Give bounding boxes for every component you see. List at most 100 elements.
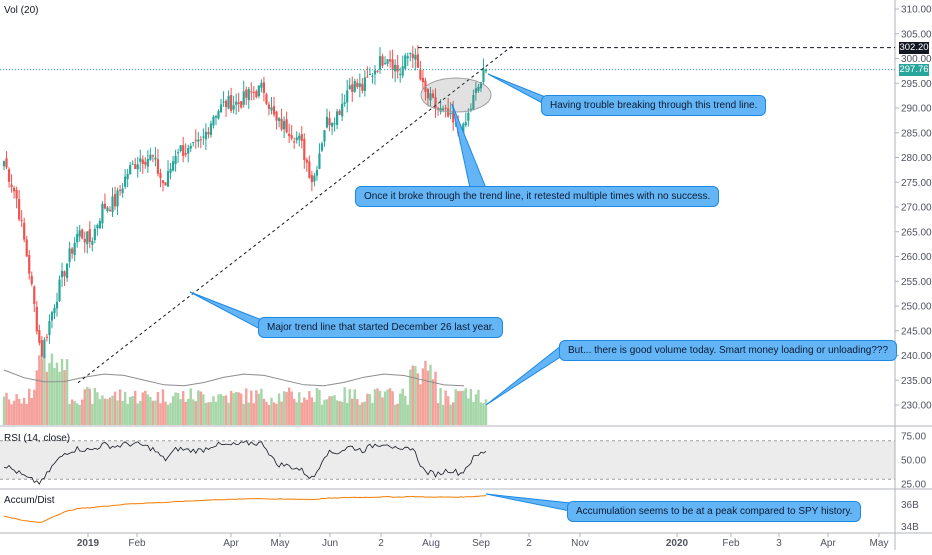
candle-body [182, 145, 185, 156]
volume-bar [459, 391, 462, 425]
volume-bar [217, 394, 220, 425]
volume-bar [411, 365, 415, 425]
candle-body [151, 155, 154, 157]
volume-bar [250, 390, 253, 425]
volume-bar [464, 388, 468, 425]
accum-tick-label: 36B [901, 500, 919, 511]
price-tick-label: 245.00 [901, 326, 932, 337]
time-tick-label: Apr [223, 538, 239, 549]
volume-bar [240, 393, 243, 425]
volume-bar [356, 399, 359, 425]
candle-body [247, 89, 250, 101]
candle-body [474, 88, 478, 94]
candle-body [386, 59, 389, 64]
time-tick-label: 2 [378, 538, 384, 549]
volume-bar [272, 402, 276, 425]
volume-bar [60, 358, 64, 425]
volume-bar [184, 401, 187, 425]
candle-body [33, 286, 36, 305]
volume-bar [70, 399, 74, 425]
candle-body [199, 139, 202, 141]
candle-body [15, 189, 18, 199]
volume-bar [371, 402, 374, 425]
volume-bar [287, 387, 291, 425]
candle-body [28, 255, 31, 274]
candle-body [20, 219, 23, 221]
candle-body [73, 242, 76, 256]
candle-body [103, 203, 107, 209]
volume-bar [378, 390, 382, 425]
candle-body [318, 153, 321, 169]
price-tick-label: 310.00 [901, 5, 932, 16]
volume-bar [247, 402, 250, 425]
time-tick-label: 2 [526, 538, 532, 549]
candle-body [113, 194, 117, 207]
volume-bar [358, 404, 362, 425]
volume-bar [123, 391, 127, 425]
candle-body [285, 119, 288, 133]
volume-bar [134, 390, 137, 425]
candle-body [257, 85, 260, 97]
candle-body [68, 248, 71, 262]
candle-body [134, 164, 137, 169]
volume-bar [136, 403, 139, 425]
volume-bar [45, 371, 49, 425]
price-tick-label: 305.00 [901, 29, 932, 40]
volume-bar [146, 394, 150, 425]
price-tick-label: 250.00 [901, 302, 932, 313]
volume-bar [462, 390, 465, 425]
volume-bar [361, 402, 364, 425]
candle-body [389, 59, 392, 62]
candle-body [202, 136, 205, 138]
volume-bar [424, 360, 427, 425]
candle-body [330, 122, 334, 127]
candle-body [391, 59, 394, 70]
volume-bar [381, 397, 384, 425]
volume-bar [209, 402, 213, 425]
volume-bar [224, 395, 228, 425]
candle-body [166, 171, 170, 187]
candle-body [131, 163, 134, 165]
candle-body [295, 137, 298, 141]
volume-bar [176, 393, 180, 425]
candle-body [60, 270, 64, 278]
rsi-tick-label: 50.00 [901, 456, 926, 467]
volume-bar [5, 392, 8, 425]
rsi-tick-label: 75.00 [901, 432, 926, 443]
candle-body [343, 102, 346, 104]
candle-body [30, 275, 33, 284]
rsi-tick-label: 25.00 [901, 480, 926, 491]
candle-body [479, 82, 483, 89]
candle-body [5, 158, 8, 168]
volume-bar [33, 389, 36, 425]
candle-body [477, 86, 480, 91]
candle-body [328, 118, 331, 126]
rsi-line [3, 440, 487, 485]
candle-body [53, 307, 56, 314]
volume-bar [401, 388, 404, 425]
volume-bar [111, 395, 114, 425]
candle-body [265, 94, 268, 104]
price-tick-label: 235.00 [901, 376, 932, 387]
major-trend-line [77, 45, 513, 384]
candle-body [156, 159, 160, 174]
price-tick-label: 230.00 [901, 401, 932, 412]
volume-bar [351, 398, 354, 425]
volume-bar [181, 391, 185, 425]
callout-trend-pointer [189, 291, 263, 331]
candle-body [23, 222, 26, 240]
volume-bar [2, 396, 6, 425]
volume-bar [446, 396, 450, 425]
candle-body [106, 207, 109, 212]
rsi-band [0, 440, 895, 480]
price-tick-label: 275.00 [901, 178, 932, 189]
candle-body [207, 132, 210, 135]
volume-bar [474, 394, 478, 425]
price-tick-label: 295.00 [901, 79, 932, 90]
candle-body [436, 108, 440, 110]
candle-body [416, 54, 419, 68]
volume-bar [285, 391, 288, 425]
volume-bar [207, 402, 210, 425]
time-tick-label: Apr [820, 538, 836, 549]
